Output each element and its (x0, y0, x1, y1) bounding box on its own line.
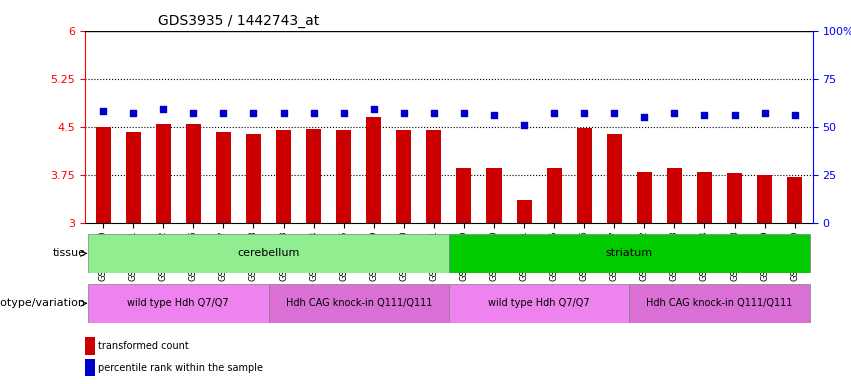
Bar (126, 132, 140, 223)
Point (277, 110, 290, 116)
Bar (276, 130, 291, 223)
Point (577, 110, 591, 116)
Text: wild type Hdh Q7/Q7: wild type Hdh Q7/Q7 (128, 298, 229, 308)
Bar (517, 200, 532, 223)
Bar (216, 132, 231, 223)
Bar (397, 130, 411, 223)
Bar (156, 124, 171, 223)
Text: tissue: tissue (53, 248, 86, 258)
Bar (306, 129, 321, 223)
Text: genotype/variation: genotype/variation (0, 298, 86, 308)
Point (397, 110, 411, 116)
Bar (637, 172, 652, 223)
Bar (757, 175, 772, 223)
Point (186, 110, 200, 116)
Point (637, 114, 651, 120)
Bar (85, 337, 94, 355)
Point (217, 110, 231, 116)
Point (457, 110, 471, 116)
Point (247, 110, 260, 116)
Text: Hdh CAG knock-in Q111/Q111: Hdh CAG knock-in Q111/Q111 (286, 298, 432, 308)
Text: Hdh CAG knock-in Q111/Q111: Hdh CAG knock-in Q111/Q111 (646, 298, 792, 308)
Point (547, 110, 561, 116)
Bar (607, 134, 622, 223)
FancyBboxPatch shape (269, 284, 448, 323)
Text: cerebellum: cerebellum (237, 248, 300, 258)
FancyBboxPatch shape (448, 234, 809, 273)
Bar (426, 130, 442, 223)
FancyBboxPatch shape (629, 284, 809, 323)
Text: percentile rank within the sample: percentile rank within the sample (98, 363, 263, 373)
Bar (546, 168, 562, 223)
Text: GDS3935 / 1442743_at: GDS3935 / 1442743_at (158, 14, 319, 28)
Bar (577, 128, 591, 223)
Bar (667, 168, 682, 223)
Point (788, 112, 802, 118)
Point (757, 110, 771, 116)
Text: transformed count: transformed count (98, 341, 189, 351)
Point (367, 106, 380, 113)
Point (608, 110, 621, 116)
Point (698, 112, 711, 118)
Point (307, 110, 321, 116)
Text: striatum: striatum (606, 248, 653, 258)
FancyBboxPatch shape (89, 284, 269, 323)
Text: wild type Hdh Q7/Q7: wild type Hdh Q7/Q7 (488, 298, 590, 308)
Point (667, 110, 681, 116)
Bar (366, 117, 381, 223)
Point (337, 110, 351, 116)
Point (157, 106, 170, 113)
Point (96, 108, 110, 114)
Point (427, 110, 441, 116)
Bar (246, 134, 261, 223)
Bar (787, 177, 802, 223)
Bar (727, 173, 742, 223)
Point (127, 110, 140, 116)
Bar (487, 168, 501, 223)
Bar (85, 359, 94, 376)
Point (728, 112, 741, 118)
FancyBboxPatch shape (448, 284, 629, 323)
Point (487, 112, 500, 118)
Bar (186, 124, 201, 223)
Point (517, 122, 531, 128)
Bar (697, 172, 712, 223)
Bar (336, 130, 351, 223)
FancyBboxPatch shape (89, 234, 448, 273)
Bar (456, 168, 471, 223)
Bar (95, 127, 111, 223)
